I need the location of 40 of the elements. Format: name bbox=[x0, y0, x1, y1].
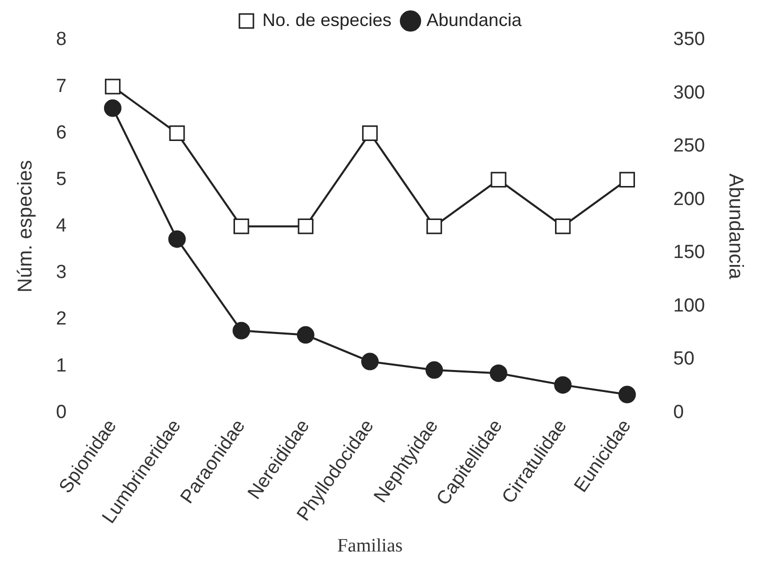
y-tick-label: 3 bbox=[56, 262, 67, 284]
y2-tick-label: 250 bbox=[673, 136, 705, 157]
y2-axis-title: Abundancia bbox=[724, 173, 746, 280]
point bbox=[618, 386, 636, 404]
y2-tick-label: 0 bbox=[673, 402, 684, 423]
point bbox=[425, 361, 443, 379]
point bbox=[554, 376, 572, 394]
point bbox=[298, 218, 314, 234]
y-tick-label: 4 bbox=[56, 216, 67, 237]
y-tick-label: 0 bbox=[56, 402, 67, 423]
point bbox=[232, 322, 250, 340]
point bbox=[104, 78, 121, 94]
point bbox=[361, 352, 379, 370]
y2-tick-label: 100 bbox=[673, 295, 705, 316]
legend-label: Abundancia bbox=[426, 10, 523, 30]
legend-label: No. de especies bbox=[262, 10, 392, 30]
point bbox=[168, 230, 186, 248]
point bbox=[490, 172, 506, 188]
y2-tick-label: 200 bbox=[673, 188, 705, 210]
y-tick-label: 2 bbox=[56, 308, 67, 330]
x-axis-title: Familias bbox=[337, 536, 403, 557]
y2-tick-label: 150 bbox=[673, 242, 705, 264]
y-tick-label: 1 bbox=[56, 355, 67, 376]
y2-tick-label: 50 bbox=[673, 348, 694, 370]
point bbox=[362, 125, 378, 141]
y2-tick-label: 350 bbox=[673, 29, 705, 50]
y-tick-label: 5 bbox=[56, 168, 67, 190]
y2-tick-label: 300 bbox=[673, 82, 705, 104]
point bbox=[426, 218, 442, 234]
point bbox=[619, 172, 635, 188]
point bbox=[555, 218, 571, 234]
point bbox=[169, 125, 185, 141]
y-tick-label: 8 bbox=[56, 29, 67, 50]
y-axis-title: Núm. especies bbox=[14, 160, 37, 292]
point bbox=[296, 326, 314, 344]
point bbox=[234, 218, 250, 234]
point bbox=[104, 99, 122, 117]
y-tick-label: 7 bbox=[56, 76, 67, 97]
y-tick-label: 6 bbox=[56, 122, 67, 144]
point bbox=[490, 364, 508, 382]
